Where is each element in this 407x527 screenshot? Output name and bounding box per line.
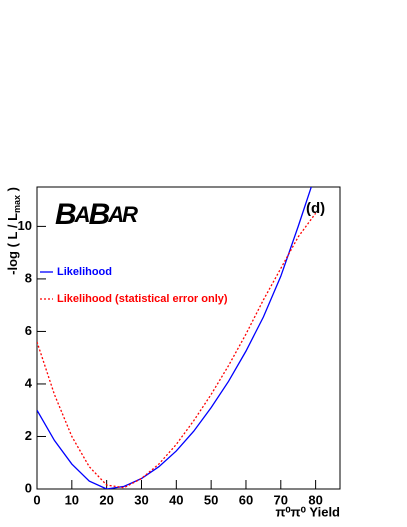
logo-letter: A <box>107 202 123 227</box>
x-tick-label: 50 <box>204 492 218 507</box>
legend-label: Likelihood (statistical error only) <box>57 293 228 305</box>
x-tick-label: 40 <box>169 492 183 507</box>
x-tick-label: 70 <box>274 492 288 507</box>
y-tick-label: 0 <box>25 480 32 495</box>
x-tick-label: 0 <box>33 492 40 507</box>
annotation: (d) <box>306 200 325 217</box>
plot-area <box>37 187 317 489</box>
logo-letter: R <box>122 202 138 227</box>
likelihood-curve <box>37 187 312 489</box>
y-axis-title: -log ( L / Lmax ) <box>5 187 22 275</box>
y-tick-label: 10 <box>18 218 32 233</box>
x-tick-label: 80 <box>308 492 322 507</box>
y-axis-title-sub: max <box>12 195 22 213</box>
legend-label: Likelihood <box>57 266 112 278</box>
y-tick-label: 4 <box>25 375 33 390</box>
likelihood-curve <box>37 212 317 489</box>
plot-frame <box>36 186 341 490</box>
x-tick-label: 10 <box>65 492 79 507</box>
y-tick-label: 8 <box>25 270 32 285</box>
logo-letter: B <box>55 198 76 231</box>
x-tick-label: 30 <box>134 492 148 507</box>
y-axis-title-suffix: ) <box>5 187 20 195</box>
y-axis-title-main: -log ( L / L <box>5 213 20 275</box>
y-tick-label: 6 <box>25 323 32 338</box>
x-tick-label: 20 <box>99 492 113 507</box>
logo-letter: A <box>74 202 90 227</box>
x-tick-label: 60 <box>239 492 253 507</box>
y-tick-label: 2 <box>25 428 32 443</box>
logo-letter: B <box>89 198 110 231</box>
logo: BABAR <box>55 198 138 231</box>
x-axis-title: π⁰π⁰ Yield <box>275 504 340 519</box>
